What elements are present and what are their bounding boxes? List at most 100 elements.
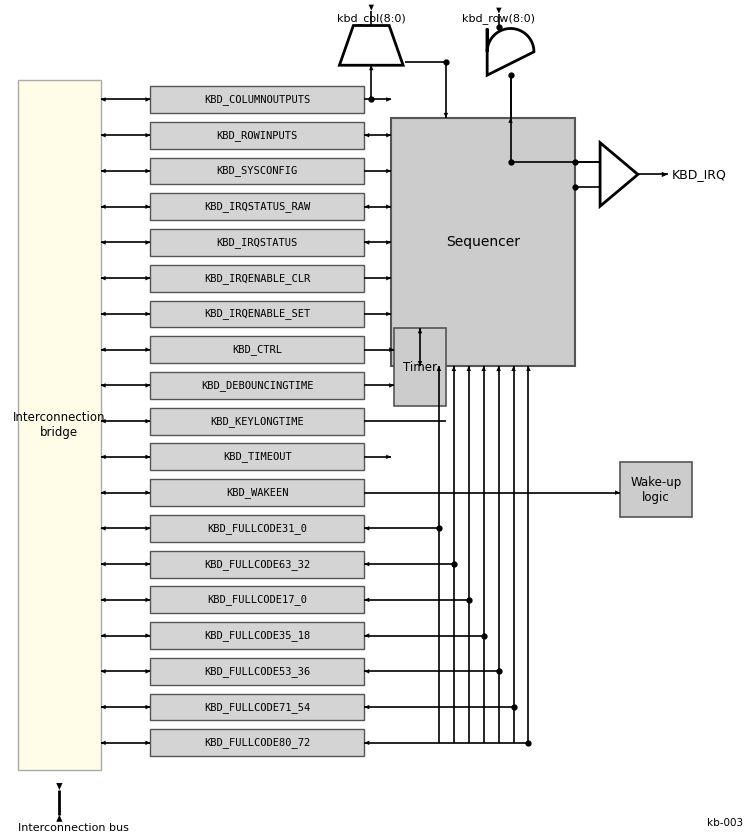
Polygon shape xyxy=(100,347,106,352)
Polygon shape xyxy=(386,97,391,102)
Polygon shape xyxy=(364,669,369,674)
Polygon shape xyxy=(452,366,456,371)
Polygon shape xyxy=(100,490,106,495)
Polygon shape xyxy=(146,240,150,245)
Polygon shape xyxy=(100,526,106,530)
Text: KBD_FULLCODE35_18: KBD_FULLCODE35_18 xyxy=(204,630,311,641)
Bar xyxy=(150,586,364,613)
Polygon shape xyxy=(100,383,106,387)
Polygon shape xyxy=(100,705,106,709)
Polygon shape xyxy=(386,133,391,138)
Polygon shape xyxy=(496,366,501,371)
Polygon shape xyxy=(146,741,150,745)
Polygon shape xyxy=(146,383,150,387)
Polygon shape xyxy=(386,169,391,173)
Polygon shape xyxy=(146,276,150,281)
Polygon shape xyxy=(511,366,516,371)
Text: KBD_WAKEEN: KBD_WAKEEN xyxy=(226,487,289,498)
Polygon shape xyxy=(364,205,369,209)
Bar xyxy=(394,328,446,406)
Polygon shape xyxy=(146,205,150,209)
Bar xyxy=(150,407,364,434)
Polygon shape xyxy=(364,634,369,638)
Polygon shape xyxy=(386,205,391,209)
Polygon shape xyxy=(100,311,106,316)
Polygon shape xyxy=(146,562,150,566)
Text: kbd_col(8:0): kbd_col(8:0) xyxy=(337,13,406,23)
Text: KBD_COLUMNOUTPUTS: KBD_COLUMNOUTPUTS xyxy=(204,94,311,105)
Text: KBD_FULLCODE17_0: KBD_FULLCODE17_0 xyxy=(207,595,308,605)
Polygon shape xyxy=(467,366,471,371)
Polygon shape xyxy=(146,669,150,674)
Text: KBD_FULLCODE63_32: KBD_FULLCODE63_32 xyxy=(204,559,311,569)
Polygon shape xyxy=(146,133,150,138)
Text: Interconnection bus: Interconnection bus xyxy=(18,822,129,832)
Text: KBD_FULLCODE71_54: KBD_FULLCODE71_54 xyxy=(204,701,311,712)
Text: KBD_FULLCODE31_0: KBD_FULLCODE31_0 xyxy=(207,523,308,534)
Bar xyxy=(150,622,364,649)
Polygon shape xyxy=(600,143,638,206)
Polygon shape xyxy=(100,419,106,423)
Polygon shape xyxy=(364,741,369,745)
Polygon shape xyxy=(146,419,150,423)
Polygon shape xyxy=(389,347,394,352)
Polygon shape xyxy=(57,783,63,790)
Text: KBD_CTRL: KBD_CTRL xyxy=(232,344,282,355)
Bar xyxy=(150,730,364,757)
Polygon shape xyxy=(100,741,106,745)
Polygon shape xyxy=(662,172,668,177)
Bar xyxy=(150,301,364,327)
Bar xyxy=(150,86,364,113)
Text: Wake-up
logic: Wake-up logic xyxy=(630,476,682,504)
Bar xyxy=(150,193,364,220)
Text: KBD_KEYLONGTIME: KBD_KEYLONGTIME xyxy=(210,416,304,427)
Bar xyxy=(150,229,364,256)
Polygon shape xyxy=(369,5,374,11)
Text: KBD_IRQSTATUS: KBD_IRQSTATUS xyxy=(216,237,298,248)
Polygon shape xyxy=(57,815,63,822)
Polygon shape xyxy=(386,240,391,245)
Polygon shape xyxy=(496,8,501,13)
Polygon shape xyxy=(100,240,106,245)
Text: KBD_ROWINPUTS: KBD_ROWINPUTS xyxy=(216,129,298,140)
Text: KBD_IRQ: KBD_IRQ xyxy=(672,168,727,181)
Polygon shape xyxy=(364,240,369,245)
Polygon shape xyxy=(386,276,391,281)
Polygon shape xyxy=(386,455,391,459)
Polygon shape xyxy=(100,169,106,173)
Text: KBD_IRQENABLE_CLR: KBD_IRQENABLE_CLR xyxy=(204,273,311,284)
Bar xyxy=(150,479,364,506)
Polygon shape xyxy=(437,366,441,371)
Polygon shape xyxy=(146,634,150,638)
Polygon shape xyxy=(100,598,106,602)
Polygon shape xyxy=(146,311,150,316)
Text: KBD_FULLCODE53_36: KBD_FULLCODE53_36 xyxy=(204,665,311,677)
Bar xyxy=(150,658,364,685)
Polygon shape xyxy=(146,598,150,602)
Bar xyxy=(150,443,364,470)
Text: KBD_IRQENABLE_SET: KBD_IRQENABLE_SET xyxy=(204,308,311,319)
Polygon shape xyxy=(418,361,422,366)
Polygon shape xyxy=(100,133,106,138)
Text: Timer: Timer xyxy=(403,361,437,373)
Polygon shape xyxy=(364,562,369,566)
Text: kb-003: kb-003 xyxy=(707,817,743,827)
Bar xyxy=(150,694,364,721)
Text: KBD_DEBOUNCINGTIME: KBD_DEBOUNCINGTIME xyxy=(201,380,314,391)
Polygon shape xyxy=(526,366,531,371)
Polygon shape xyxy=(100,276,106,281)
Polygon shape xyxy=(100,634,106,638)
Text: KBD_IRQSTATUS_RAW: KBD_IRQSTATUS_RAW xyxy=(204,201,311,212)
Polygon shape xyxy=(100,455,106,459)
Polygon shape xyxy=(482,366,486,371)
Polygon shape xyxy=(146,455,150,459)
Polygon shape xyxy=(100,562,106,566)
Polygon shape xyxy=(100,97,106,102)
Polygon shape xyxy=(100,669,106,674)
Polygon shape xyxy=(146,490,150,495)
Polygon shape xyxy=(487,28,534,75)
Text: kbd_row(8:0): kbd_row(8:0) xyxy=(462,13,535,23)
Polygon shape xyxy=(146,526,150,530)
Bar xyxy=(150,337,364,363)
Polygon shape xyxy=(389,383,394,387)
